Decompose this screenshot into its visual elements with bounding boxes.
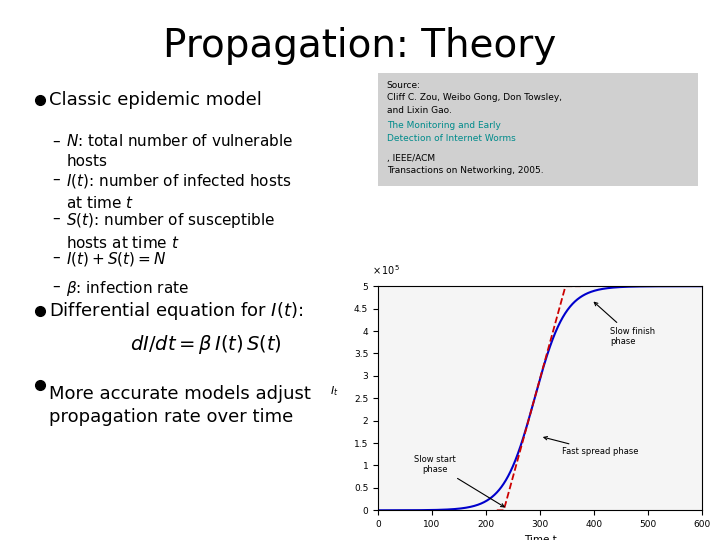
Text: $N$: total number of vulnerable
hosts: $N$: total number of vulnerable hosts <box>66 133 293 168</box>
FancyBboxPatch shape <box>378 73 698 186</box>
Text: Propagation: Theory: Propagation: Theory <box>163 27 557 65</box>
Text: Slow finish
phase: Slow finish phase <box>594 302 655 347</box>
Text: Classic epidemic model: Classic epidemic model <box>49 91 262 109</box>
Text: $\mathit{dI/dt} = \beta\,\mathit{I}(t)\,\mathit{S}(t)$: $\mathit{dI/dt} = \beta\,\mathit{I}(t)\,… <box>130 333 282 356</box>
Text: Fast spread phase: Fast spread phase <box>544 436 638 456</box>
Text: $I(t) + S(t) = N$: $I(t) + S(t) = N$ <box>66 250 166 268</box>
Text: –: – <box>52 133 60 148</box>
Text: $\times\,10^5$: $\times\,10^5$ <box>372 264 400 277</box>
Text: The Monitoring and Early
Detection of Internet Worms: The Monitoring and Early Detection of In… <box>387 122 516 143</box>
Text: –: – <box>52 279 60 294</box>
Text: $I(t)$: number of infected hosts
at time $t$: $I(t)$: number of infected hosts at time… <box>66 172 292 211</box>
X-axis label: Time t: Time t <box>523 535 557 540</box>
Y-axis label: $I_t$: $I_t$ <box>330 384 338 399</box>
Text: –: – <box>52 250 60 265</box>
Text: Source:
Cliff C. Zou, Weibo Gong, Don Towsley,
and Lixin Gao.: Source: Cliff C. Zou, Weibo Gong, Don To… <box>387 81 562 115</box>
Text: $S(t)$: number of susceptible
hosts at time $t$: $S(t)$: number of susceptible hosts at t… <box>66 211 276 251</box>
Text: Slow start
phase: Slow start phase <box>414 455 504 507</box>
Text: More accurate models adjust
propagation rate over time: More accurate models adjust propagation … <box>49 385 311 426</box>
Text: , IEEE/ACM
Transactions on Networking, 2005.: , IEEE/ACM Transactions on Networking, 2… <box>387 154 544 176</box>
Text: –: – <box>52 172 60 187</box>
Text: $\beta$: infection rate: $\beta$: infection rate <box>66 279 189 298</box>
Text: Differential equation for $\mathit{I}(t)$:: Differential equation for $\mathit{I}(t)… <box>49 300 303 322</box>
Text: –: – <box>52 211 60 226</box>
